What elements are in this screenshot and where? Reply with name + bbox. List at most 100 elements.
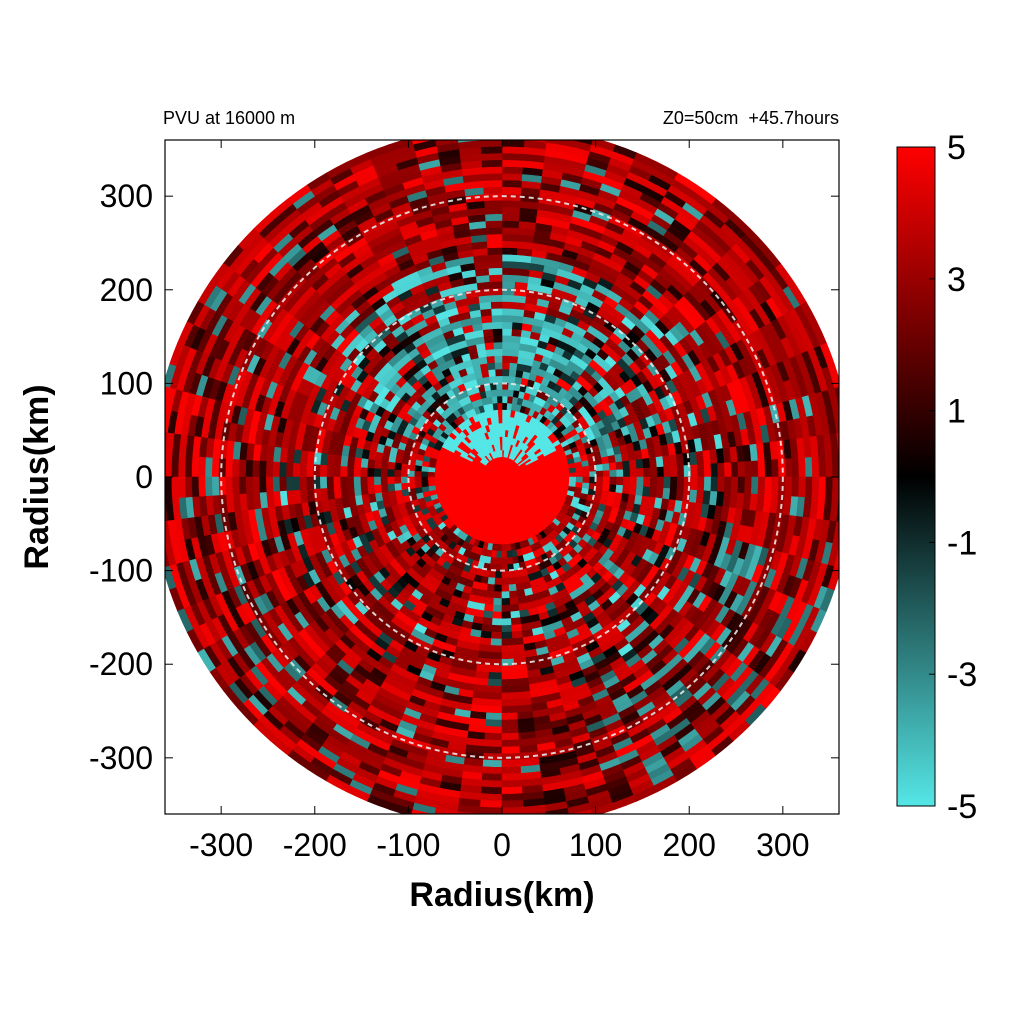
heatmap-cell xyxy=(231,476,240,495)
heatmap-cell xyxy=(165,489,166,500)
heatmap-cell xyxy=(542,476,550,481)
heatmap-cell xyxy=(508,476,516,479)
heatmap-cell xyxy=(609,476,618,485)
heatmap-cell xyxy=(511,321,523,331)
heatmap-cell xyxy=(380,460,389,470)
heatmap-cell xyxy=(501,672,516,680)
heatmap-cell xyxy=(501,719,519,728)
heatmap-cell xyxy=(501,422,506,431)
heatmap-cell xyxy=(628,485,638,495)
heatmap-cell xyxy=(481,172,503,181)
heatmap-cell xyxy=(177,455,186,478)
heatmap-cell xyxy=(380,476,388,486)
heatmap-cell xyxy=(245,459,254,478)
heatmap-cell xyxy=(427,471,435,478)
heatmap-cell xyxy=(400,470,409,478)
heatmap-cell xyxy=(656,476,665,488)
heatmap-cell xyxy=(602,476,611,485)
heatmap-cell xyxy=(285,462,294,478)
heatmap-cell xyxy=(501,328,513,336)
heatmap-cell xyxy=(211,476,220,497)
heatmap-cell xyxy=(501,253,517,262)
heatmap-cell xyxy=(152,500,161,523)
heatmap-cell xyxy=(548,476,557,481)
heatmap-cell xyxy=(272,476,281,493)
heatmap-cell xyxy=(547,815,571,825)
heatmap-cell xyxy=(339,466,348,478)
heatmap-cell xyxy=(501,631,513,640)
heatmap-cell xyxy=(184,476,193,499)
heatmap-cell xyxy=(501,692,517,701)
heatmap-cell xyxy=(511,623,523,633)
heatmap-cell xyxy=(491,550,498,559)
heatmap-cell xyxy=(501,233,519,242)
heatmap-cell xyxy=(595,463,604,472)
heatmap-cell xyxy=(488,280,503,289)
heatmap-cell xyxy=(525,818,548,827)
heatmap-cell xyxy=(501,294,515,303)
heatmap-cell xyxy=(501,213,520,222)
heatmap-cell xyxy=(492,604,503,613)
heatmap-cell xyxy=(204,476,213,497)
heatmap-cell xyxy=(265,461,274,478)
reference-circle xyxy=(407,382,597,572)
heatmap-cell xyxy=(480,152,503,161)
heatmap-cell xyxy=(501,409,507,417)
heatmap-cell xyxy=(501,759,522,768)
heatmap-cell xyxy=(501,429,506,437)
heatmap-cell xyxy=(843,431,852,454)
heatmap-cell xyxy=(744,476,753,494)
heatmap-cell xyxy=(490,556,498,565)
heatmap-cell xyxy=(510,617,522,626)
heatmap-cell xyxy=(487,685,503,694)
heatmap-cell xyxy=(494,577,503,586)
heatmap-cell xyxy=(211,457,220,478)
heatmap-cell xyxy=(393,483,402,492)
heatmap-cell xyxy=(373,459,382,470)
heatmap-cell xyxy=(656,466,665,478)
heatmap-cell xyxy=(490,307,503,316)
heatmap-cell xyxy=(510,610,521,619)
heatmap-cell xyxy=(393,469,402,478)
heatmap-cell xyxy=(251,476,260,494)
heatmap-cell xyxy=(488,672,503,680)
heatmap-cell xyxy=(575,471,584,478)
heatmap-cell xyxy=(846,477,853,500)
heatmap-cell xyxy=(757,476,766,495)
heatmap-cell xyxy=(509,348,520,357)
heatmap-cell xyxy=(784,457,793,478)
heatmap-cell xyxy=(413,476,422,484)
heatmap-cell xyxy=(575,481,584,488)
heatmap-cell xyxy=(498,517,503,525)
heatmap-cell xyxy=(238,476,247,495)
heatmap-cell xyxy=(488,274,503,282)
heatmap-cell xyxy=(501,618,513,626)
heatmap-cell xyxy=(170,455,179,478)
heatmap-cell xyxy=(501,226,519,235)
heatmap-cell xyxy=(804,456,813,478)
heatmap-cell xyxy=(490,638,503,647)
heatmap-cell xyxy=(501,779,523,788)
heatmap-cell xyxy=(521,476,530,480)
heatmap-cell xyxy=(456,127,479,136)
heatmap-cell xyxy=(191,456,200,478)
chart-title-left: PVU at 16000 m xyxy=(163,108,296,128)
heatmap-cell xyxy=(373,468,382,478)
heatmap-cell xyxy=(339,476,348,488)
heatmap-cell xyxy=(491,624,503,633)
heatmap-cell xyxy=(346,476,355,488)
heatmap-cell xyxy=(393,462,402,471)
heatmap-cell xyxy=(501,307,514,316)
heatmap-cell xyxy=(420,476,429,483)
heatmap-cell xyxy=(305,476,314,491)
heatmap-cell xyxy=(493,355,503,363)
heatmap-cell xyxy=(299,463,307,478)
heatmap-cell xyxy=(501,341,512,350)
heatmap-cell xyxy=(501,442,505,451)
heatmap-cell xyxy=(501,247,518,256)
heatmap-cell xyxy=(648,456,658,468)
heatmap-cell xyxy=(420,466,429,473)
heatmap-cell xyxy=(649,466,658,478)
heatmap-cell xyxy=(485,355,495,364)
